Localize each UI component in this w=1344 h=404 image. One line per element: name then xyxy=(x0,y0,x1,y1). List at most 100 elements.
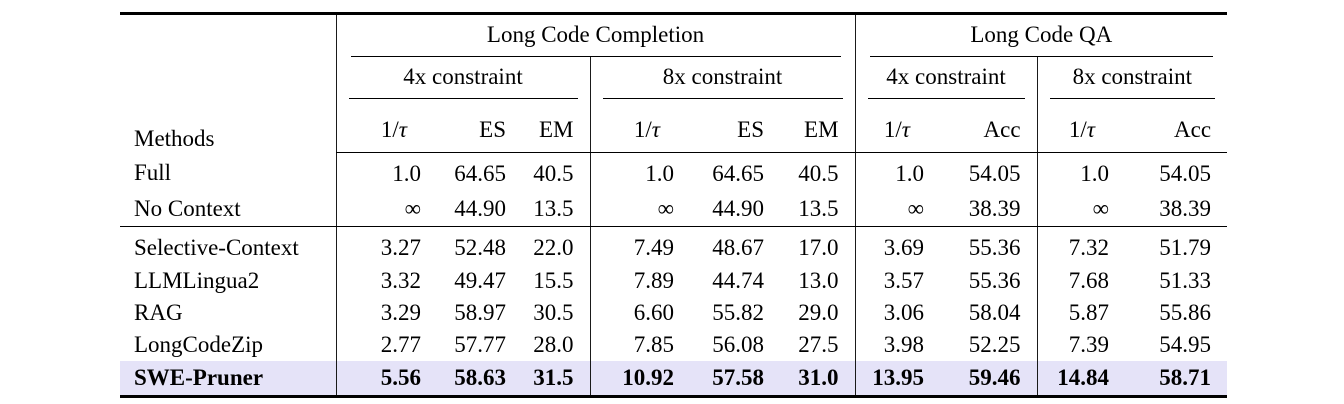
value-cell: 49.47 xyxy=(454,268,506,294)
value-cell: 22.0 xyxy=(533,234,574,260)
value-cell: 3.98 xyxy=(854,329,941,361)
value-cell: 44.90 xyxy=(437,191,522,227)
group-header-long-code-qa: Long Code QA xyxy=(854,13,1228,57)
value-cell: 2.77 xyxy=(335,329,437,361)
col-header-acc: Acc xyxy=(1125,99,1228,153)
col-header-inv-tau: 1/τ xyxy=(589,99,690,153)
value-cell: 54.05 xyxy=(1159,160,1212,186)
value-cell: 51.33 xyxy=(1159,268,1212,294)
value-cell: 1.0 xyxy=(854,152,941,191)
col-header-em: EM xyxy=(522,99,590,153)
value-cell: 54.95 xyxy=(1159,332,1212,358)
col-header-inv-tau: 1/τ xyxy=(1036,99,1126,153)
value-cell: 3.29 xyxy=(335,297,437,329)
value-cell: ∞ xyxy=(335,191,437,227)
subgroup-label: 8x constraint xyxy=(1049,63,1216,99)
subgroup-label: 8x constraint xyxy=(602,63,843,99)
value-cell: 5.56 xyxy=(335,361,437,397)
value-cell: 17.0 xyxy=(798,234,839,260)
value-cell: 3.32 xyxy=(335,265,437,297)
value-cell: 3.06 xyxy=(854,297,941,329)
value-cell: 1.0 xyxy=(1036,152,1126,191)
value-cell: 58.04 xyxy=(968,300,1021,326)
col-header-inv-tau: 1/τ xyxy=(854,99,941,153)
value-cell: 31.5 xyxy=(522,361,590,397)
group-label: Long Code Completion xyxy=(350,21,841,57)
value-cell: 5.87 xyxy=(1036,297,1126,329)
value-cell: 52.25 xyxy=(968,332,1021,358)
table-row-swe-pruner: SWE-Pruner 5.56 58.63 31.5 10.92 57.58 3… xyxy=(120,361,1228,397)
value-cell: 7.32 xyxy=(1036,226,1126,265)
value-cell: 55.86 xyxy=(1159,300,1212,326)
subgroup-header-lcc-8x: 8x constraint xyxy=(589,57,856,99)
table-row-selective-context: Selective-Context 3.27 52.48 22.0 7.49 4… xyxy=(120,226,1227,265)
value-cell: 13.0 xyxy=(798,268,839,294)
value-cell: 31.0 xyxy=(780,361,856,397)
value-cell: ∞ xyxy=(854,191,941,227)
value-cell: 64.65 xyxy=(712,160,764,186)
table-row-longcodezip: LongCodeZip 2.77 57.77 28.0 7.85 56.08 2… xyxy=(120,329,1227,361)
value-cell: 7.68 xyxy=(1036,265,1126,297)
value-cell: 64.65 xyxy=(454,160,506,186)
header-row-metrics: 1/τ ES EM 1/τ ES EM 1/τ Acc 1/τ Acc xyxy=(120,99,1228,153)
value-cell: 3.69 xyxy=(854,226,941,265)
value-cell: 6.60 xyxy=(589,297,690,329)
value-cell: 52.48 xyxy=(454,234,506,260)
value-cell: 58.71 xyxy=(1125,361,1228,397)
methods-column-header: Methods xyxy=(134,125,215,151)
value-cell: 55.36 xyxy=(968,234,1021,260)
table-row-rag: RAG 3.29 58.97 30.5 6.60 55.82 29.0 3.06… xyxy=(120,297,1227,329)
value-cell: 44.74 xyxy=(712,268,764,294)
value-cell: 55.36 xyxy=(968,268,1021,294)
value-cell: 55.82 xyxy=(712,300,764,326)
value-cell: 54.05 xyxy=(968,160,1021,186)
subgroup-header-lcqa-4x: 4x constraint xyxy=(854,57,1038,99)
value-cell: 57.77 xyxy=(454,332,506,358)
method-cell: RAG xyxy=(134,300,183,326)
value-cell: 28.0 xyxy=(533,332,574,358)
value-cell: 38.39 xyxy=(1125,191,1228,227)
method-cell: Full xyxy=(134,160,172,186)
method-cell: LongCodeZip xyxy=(134,332,264,358)
value-cell: 3.57 xyxy=(854,265,941,297)
group-label: Long Code QA xyxy=(869,21,1214,57)
table-row-full: Full 1.0 64.65 40.5 1.0 64.65 40.5 1.0 5… xyxy=(120,152,1227,191)
value-cell: 13.95 xyxy=(854,361,941,397)
method-cell: SWE-Pruner xyxy=(120,361,336,397)
value-cell: 58.63 xyxy=(437,361,522,397)
header-row-constraints: 4x constraint 8x constraint 4x constrain… xyxy=(120,57,1228,99)
subgroup-header-lcc-4x: 4x constraint xyxy=(335,57,590,99)
method-cell: No Context xyxy=(120,191,336,227)
method-cell: Selective-Context xyxy=(134,234,299,260)
value-cell: 15.5 xyxy=(533,268,574,294)
table-row-no-context: No Context ∞ 44.90 13.5 ∞ 44.90 13.5 ∞ 3… xyxy=(120,191,1228,227)
value-cell: 48.67 xyxy=(712,234,764,260)
value-cell: 7.85 xyxy=(589,329,690,361)
group-header-long-code-completion: Long Code Completion xyxy=(335,13,856,57)
method-cell: LLMLingua2 xyxy=(134,268,260,294)
col-header-acc: Acc xyxy=(940,99,1038,153)
value-cell: 44.90 xyxy=(690,191,780,227)
col-header-em: EM xyxy=(780,99,856,153)
value-cell: 3.27 xyxy=(335,226,437,265)
col-header-inv-tau: 1/τ xyxy=(335,99,437,153)
value-cell: 59.46 xyxy=(940,361,1038,397)
value-cell: ∞ xyxy=(1036,191,1126,227)
value-cell: 13.5 xyxy=(522,191,590,227)
table-row-llmlingua2: LLMLingua2 3.32 49.47 15.5 7.89 44.74 13… xyxy=(120,265,1227,297)
value-cell: 10.92 xyxy=(589,361,690,397)
subgroup-label: 4x constraint xyxy=(867,63,1025,99)
results-table-container: Methods Long Code Completion Long Code Q… xyxy=(120,12,1228,398)
value-cell: 7.49 xyxy=(589,226,690,265)
value-cell: 40.5 xyxy=(798,160,839,186)
subgroup-label: 4x constraint xyxy=(348,63,578,99)
value-cell: 14.84 xyxy=(1036,361,1126,397)
col-header-es: ES xyxy=(437,99,522,153)
results-table: Methods Long Code Completion Long Code Q… xyxy=(120,12,1228,398)
value-cell: 13.5 xyxy=(780,191,856,227)
value-cell: 56.08 xyxy=(712,332,764,358)
header-row-tasks: Methods Long Code Completion Long Code Q… xyxy=(120,13,1228,151)
value-cell: 30.5 xyxy=(533,300,574,326)
value-cell: ∞ xyxy=(589,191,690,227)
value-cell: 27.5 xyxy=(798,332,839,358)
